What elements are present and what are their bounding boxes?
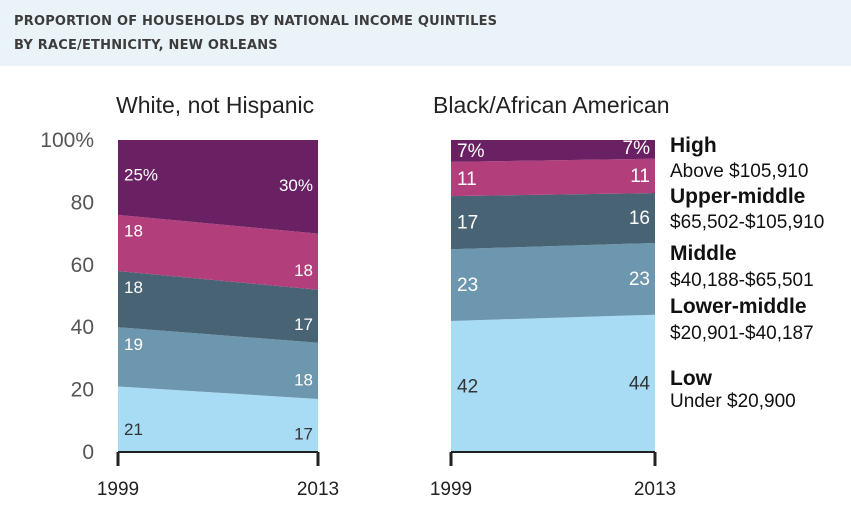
data-label: 23 xyxy=(457,275,478,296)
area-lower-middle xyxy=(118,327,318,399)
data-label: 18 xyxy=(124,222,143,241)
x-tick-label: 1999 xyxy=(97,479,139,500)
area-low xyxy=(118,386,318,452)
y-tick-label: 60 xyxy=(71,254,94,277)
panel-title: White, not Hispanic xyxy=(116,92,314,118)
y-tick-label: 40 xyxy=(71,316,94,339)
chart-header: PROPORTION OF HOUSEHOLDS BY NATIONAL INC… xyxy=(0,0,851,66)
y-tick-label: 100% xyxy=(40,129,94,152)
chart-title-line-2: BY RACE/ETHNICITY, NEW ORLEANS xyxy=(14,38,278,53)
data-label: 44 xyxy=(629,373,651,394)
x-tick-label: 1999 xyxy=(430,479,472,500)
legend-category: High xyxy=(670,134,717,157)
area-low xyxy=(451,314,655,452)
data-label: 7% xyxy=(623,138,651,159)
data-label: 17 xyxy=(294,424,313,443)
legend-category: Middle xyxy=(670,242,737,265)
data-label: 21 xyxy=(124,420,143,439)
data-label: 19 xyxy=(124,335,143,354)
y-tick-label: 80 xyxy=(71,191,94,214)
data-label: 16 xyxy=(629,208,650,229)
data-label: 18 xyxy=(124,278,143,297)
area-upper-middle xyxy=(118,214,318,290)
y-tick-label: 20 xyxy=(71,379,94,402)
x-tick-label: 2013 xyxy=(634,479,676,500)
legend-category: Low xyxy=(670,367,713,390)
data-label: 17 xyxy=(457,213,478,234)
y-tick-label: 0 xyxy=(82,441,94,464)
data-label: 18 xyxy=(294,261,313,280)
data-label: 11 xyxy=(457,169,477,190)
legend-income-range: Above $105,910 xyxy=(670,161,808,182)
legend-income-range: $65,502-$105,910 xyxy=(670,212,824,233)
data-label: 25% xyxy=(124,165,158,184)
area-high xyxy=(118,140,318,234)
legend-income-range: $20,901-$40,187 xyxy=(670,323,814,344)
legend-category: Lower-middle xyxy=(670,295,807,318)
panel-title: Black/African American xyxy=(433,92,669,118)
legend-income-range: Under $20,900 xyxy=(670,391,796,412)
data-label: 30% xyxy=(279,176,313,195)
data-label: 7% xyxy=(457,141,485,162)
data-label: 23 xyxy=(629,269,650,290)
x-tick-label: 2013 xyxy=(297,479,339,500)
data-label: 18 xyxy=(294,370,313,389)
area-lower-middle xyxy=(451,242,655,321)
legend-category: Upper-middle xyxy=(670,185,805,208)
legend-income-range: $40,188-$65,501 xyxy=(670,270,814,291)
area-high xyxy=(451,140,655,162)
data-label: 17 xyxy=(294,315,313,334)
area-upper-middle xyxy=(451,158,655,197)
data-label: 11 xyxy=(630,166,650,187)
area-middle xyxy=(451,193,655,250)
chart-title-line-1: PROPORTION OF HOUSEHOLDS BY NATIONAL INC… xyxy=(14,14,498,29)
area-middle xyxy=(118,271,318,343)
data-label: 42 xyxy=(457,376,478,397)
